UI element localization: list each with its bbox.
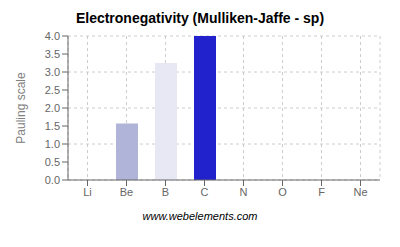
svg-text:4.0: 4.0 bbox=[45, 30, 60, 42]
svg-text:Be: Be bbox=[120, 186, 133, 198]
svg-text:Pauling scale: Pauling scale bbox=[14, 72, 28, 144]
svg-text:3.5: 3.5 bbox=[45, 48, 60, 60]
svg-text:1.0: 1.0 bbox=[45, 138, 60, 150]
svg-text:N: N bbox=[240, 186, 248, 198]
html-text:Electronegativity (Mulliken-Ja: Electronegativity (Mulliken-Jaffe - sp) bbox=[75, 10, 325, 26]
svg-text:C: C bbox=[201, 186, 209, 198]
svg-text:Li: Li bbox=[83, 186, 92, 198]
svg-text:0.0: 0.0 bbox=[45, 174, 60, 186]
svg-text:2.0: 2.0 bbox=[45, 102, 60, 114]
svg-text:Ne: Ne bbox=[353, 186, 367, 198]
html-text:www.webelements.com: www.webelements.com bbox=[142, 210, 258, 222]
svg-text:B: B bbox=[162, 186, 169, 198]
svg-text:3.0: 3.0 bbox=[45, 66, 60, 78]
svg-text:0.5: 0.5 bbox=[45, 156, 60, 168]
svg-text:F: F bbox=[318, 186, 325, 198]
svg-text:O: O bbox=[278, 186, 287, 198]
svg-text:2.5: 2.5 bbox=[45, 84, 60, 96]
svg-text:1.5: 1.5 bbox=[45, 120, 60, 132]
